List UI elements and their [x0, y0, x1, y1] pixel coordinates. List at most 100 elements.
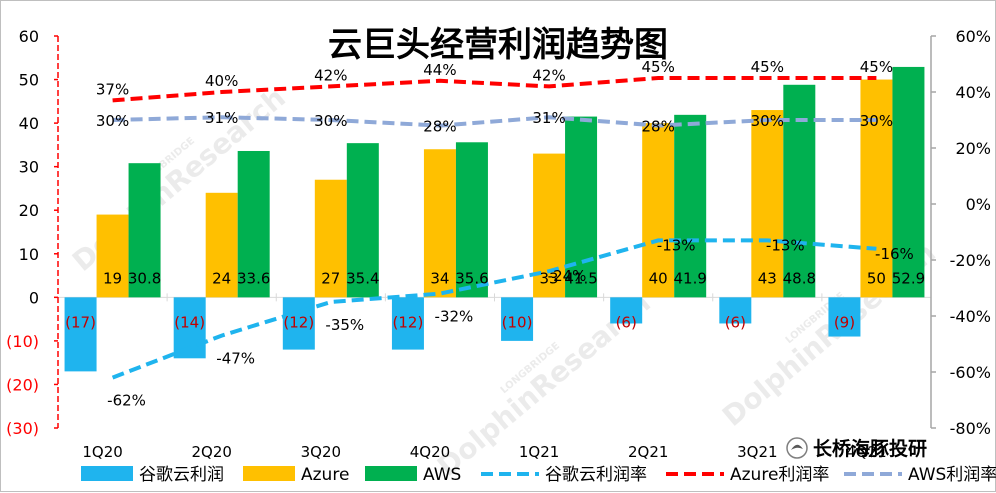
axes: 60 50 40 30 20 10 0 (10) (20) (30) 60% 40% 20% 0% -20%…: [6, 27, 991, 461]
right-axis-tick-label: 20%: [955, 139, 991, 158]
bar-azure: [860, 79, 893, 298]
bar-google-cloud: [282, 297, 315, 350]
bar-label-aws: 30.8: [128, 269, 161, 287]
bar-label-aws: 48.8: [783, 269, 816, 287]
bar-label-google-cloud: (6): [616, 313, 637, 331]
legend-item-aws-margin: AWS利润率: [844, 465, 996, 485]
right-axis-tick-label: -80%: [950, 419, 991, 438]
x-axis-tick-label: 1Q21: [519, 443, 559, 461]
dolphin-icon: [786, 437, 808, 459]
x-axis-tick-label: 4Q20: [410, 443, 450, 461]
bar-label-azure: 19: [103, 269, 122, 287]
line-label-google-cloud-margin: -13%: [766, 236, 805, 254]
bar-aws: [346, 143, 379, 298]
bar-label-azure: 24: [212, 269, 231, 287]
bar-label-google-cloud: (14): [174, 313, 205, 331]
line-label-azure-margin: 40%: [205, 72, 238, 90]
legend-item-azure: Azure: [243, 465, 349, 485]
bar-label-azure: 27: [321, 269, 340, 287]
brand-logo: 长桥海豚投研: [786, 437, 927, 460]
bar-label-azure: 33: [540, 269, 559, 287]
left-axis-tick-label: 10: [19, 245, 39, 264]
bar-google-cloud: [64, 297, 97, 372]
legend-label: Azure利润率: [730, 465, 829, 485]
bar-azure: [96, 214, 129, 298]
line-label-google-cloud-margin: -13%: [657, 236, 696, 254]
left-axis-tick-label: (20): [6, 375, 39, 394]
bar-label-aws: 52.9: [892, 269, 925, 287]
right-axis-tick-label: -60%: [950, 363, 991, 382]
legend-swatch: [243, 466, 295, 481]
bar-aws: [783, 84, 816, 298]
line-label-aws-margin: 30%: [751, 112, 784, 130]
bar-aws: [674, 114, 707, 298]
bar-label-azure: 40: [649, 269, 668, 287]
bars: [64, 66, 925, 372]
bar-google-cloud: [501, 297, 534, 341]
line-aws-margin: [112, 115, 877, 128]
left-axis-tick-label: 40: [19, 114, 39, 133]
bar-label-google-cloud: (9): [834, 313, 855, 331]
left-axis-tick-label: (10): [6, 332, 39, 351]
legend-swatch: [365, 466, 417, 481]
line-label-azure-margin: 42%: [314, 66, 347, 84]
legend-label: Azure: [301, 465, 349, 485]
right-axis-tick-label: -40%: [950, 307, 991, 326]
line-label-aws-margin: 30%: [860, 112, 893, 130]
bar-label-aws: 33.6: [237, 269, 270, 287]
bar-label-aws: 35.4: [346, 269, 379, 287]
line-label-aws-margin: 28%: [642, 118, 675, 136]
bar-aws: [455, 142, 488, 298]
line-label-azure-margin: 45%: [751, 58, 784, 76]
bar-google-cloud: [828, 297, 861, 337]
chart-title: 云巨头经营利润趋势图: [328, 25, 668, 65]
line-label-azure-margin: 37%: [96, 80, 129, 98]
left-axis-tick-label: 60: [19, 27, 39, 46]
bar-label-google-cloud: (12): [393, 313, 424, 331]
bar-google-cloud: [391, 297, 424, 350]
left-axis-tick-label: 20: [19, 201, 39, 220]
legend-label: AWS: [423, 465, 461, 485]
bar-label-azure: 50: [867, 269, 886, 287]
brand-name: 长桥海豚投研: [813, 437, 927, 460]
x-axis-tick-label: 3Q20: [301, 443, 341, 461]
left-axis-tick-label: 50: [19, 71, 39, 90]
legend: 谷歌云利润 Azure AWS 谷歌云利润率 Azure利润率 AWS利润率: [81, 465, 996, 485]
line-label-aws-margin: 31%: [532, 109, 565, 127]
bar-azure: [642, 123, 675, 298]
bar-azure: [751, 110, 784, 298]
line-label-google-cloud-margin: -62%: [107, 392, 146, 410]
bar-label-google-cloud: (17): [65, 313, 96, 331]
line-label-google-cloud-margin: -16%: [875, 245, 914, 263]
line-label-google-cloud-margin: -47%: [216, 350, 255, 368]
left-axis-tick-label: 30: [19, 158, 39, 177]
x-axis-tick-label: 1Q20: [82, 443, 122, 461]
line-label-aws-margin: 31%: [205, 109, 238, 127]
bar-label-google-cloud: (10): [502, 313, 533, 331]
line-azure-margin: [112, 76, 877, 103]
bar-azure: [205, 192, 238, 298]
bar-label-aws: 35.6: [455, 269, 488, 287]
bar-google-cloud: [719, 297, 752, 324]
dolphin-fin-icon: [791, 444, 803, 450]
line-label-aws-margin: 30%: [96, 112, 129, 130]
bar-azure: [314, 179, 347, 298]
line-label-azure-margin: 45%: [860, 58, 893, 76]
line-label-aws-margin: 28%: [423, 118, 456, 136]
bar-label-azure: 43: [758, 269, 777, 287]
x-axis-tick-label: 2Q20: [191, 443, 231, 461]
right-axis-tick-label: 40%: [955, 83, 991, 102]
data-labels: (17) 19 30.8 (14) 24 33.6 (12) 27 35.4 (12) 34 35.6…: [65, 58, 925, 410]
legend-label: AWS利润率: [908, 465, 996, 485]
line-label-google-cloud-margin: -24%: [548, 267, 587, 285]
right-axis-tick-label: 60%: [955, 27, 991, 46]
line-google-cloud-margin: [111, 238, 877, 380]
line-label-azure-margin: 45%: [642, 58, 675, 76]
bar-label-aws: 41.9: [673, 269, 706, 287]
line-label-aws-margin: 30%: [314, 112, 347, 130]
bar-label-google-cloud: (6): [725, 313, 746, 331]
lines: [111, 76, 877, 380]
x-axis-tick-label: 3Q21: [737, 443, 777, 461]
